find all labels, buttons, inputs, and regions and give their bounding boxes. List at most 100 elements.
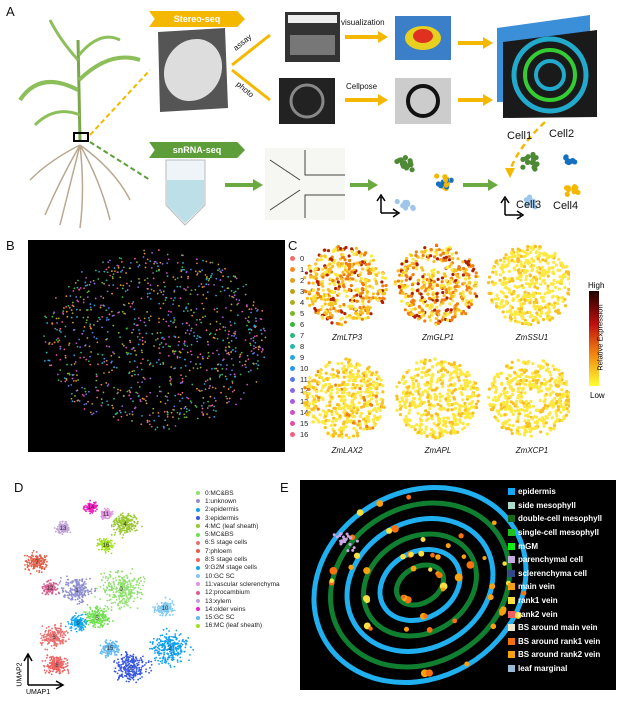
spot	[92, 412, 95, 415]
spot	[93, 282, 96, 285]
spot	[66, 315, 69, 318]
legend-label: 0	[300, 254, 305, 263]
spot	[327, 418, 331, 423]
spot	[133, 360, 136, 362]
color-scale-bar	[589, 291, 599, 386]
spot	[321, 384, 325, 388]
spot	[196, 262, 198, 265]
cell-point	[162, 643, 165, 646]
spot	[183, 287, 186, 290]
spot	[564, 382, 568, 387]
cell-point	[175, 637, 178, 640]
spot	[313, 400, 318, 404]
spot	[170, 297, 173, 300]
legend-label: 4	[300, 298, 305, 307]
spot	[541, 317, 546, 322]
spot	[532, 259, 536, 263]
cell-point	[167, 662, 170, 665]
spot	[65, 295, 68, 298]
spot	[174, 424, 177, 427]
cell-point	[139, 670, 142, 673]
spot	[449, 262, 453, 266]
spot	[236, 314, 239, 317]
spot	[425, 303, 430, 307]
spot	[568, 281, 570, 285]
spot	[179, 351, 182, 354]
spot	[138, 329, 140, 331]
spot	[371, 258, 376, 262]
spot	[228, 400, 230, 403]
cell-point	[83, 592, 86, 595]
spot	[563, 285, 567, 289]
spot	[336, 322, 340, 326]
spot	[356, 423, 360, 427]
spot	[77, 279, 79, 282]
spot	[494, 260, 498, 264]
spot	[542, 424, 546, 428]
spot	[189, 400, 192, 402]
spot	[451, 412, 456, 416]
spot	[546, 255, 550, 260]
spot	[438, 399, 442, 403]
spot	[414, 253, 418, 257]
spot	[409, 253, 414, 258]
spot	[441, 251, 445, 255]
spot	[455, 430, 460, 434]
spot	[162, 425, 165, 428]
spot	[365, 427, 369, 431]
spot	[497, 306, 502, 310]
spot	[517, 299, 521, 303]
spot	[494, 304, 499, 308]
spot	[434, 316, 438, 321]
spot	[144, 279, 146, 281]
spot	[321, 272, 325, 276]
cell-point	[118, 665, 121, 668]
cell-point	[130, 584, 132, 587]
spot	[416, 255, 420, 259]
spot	[151, 251, 154, 254]
spot	[85, 402, 88, 405]
spot	[61, 321, 64, 323]
spot	[170, 310, 172, 313]
spot	[358, 292, 363, 296]
spot	[138, 332, 141, 335]
cell-point	[132, 588, 134, 591]
cell-point	[135, 670, 138, 673]
spot	[463, 383, 467, 387]
spot	[422, 366, 426, 370]
spot	[559, 280, 564, 284]
spot	[334, 409, 338, 414]
spot	[152, 272, 155, 274]
spot	[375, 387, 379, 391]
cell-point	[117, 658, 119, 661]
spot	[134, 257, 136, 260]
legend-item: 10	[290, 363, 308, 374]
spot	[213, 415, 216, 418]
spot	[518, 271, 523, 275]
spot	[147, 359, 149, 362]
spot	[229, 321, 232, 323]
spot	[185, 410, 188, 413]
spot	[435, 305, 439, 309]
spot	[557, 368, 561, 372]
spot	[528, 301, 532, 305]
spot	[383, 276, 388, 280]
legend-item: 9	[290, 352, 308, 363]
spot	[190, 309, 193, 311]
spot	[467, 286, 471, 290]
cell-point	[127, 583, 129, 586]
spot	[118, 409, 121, 412]
spot	[474, 294, 479, 298]
spot	[557, 287, 562, 291]
cell-point	[66, 575, 68, 578]
spot	[226, 397, 229, 400]
spot	[317, 258, 321, 262]
spot	[133, 369, 135, 372]
spot	[226, 352, 228, 355]
spot	[414, 250, 418, 254]
spot	[442, 373, 446, 377]
spot	[348, 258, 352, 263]
cell-point	[129, 586, 132, 588]
spot	[461, 427, 465, 431]
spot	[75, 308, 78, 311]
